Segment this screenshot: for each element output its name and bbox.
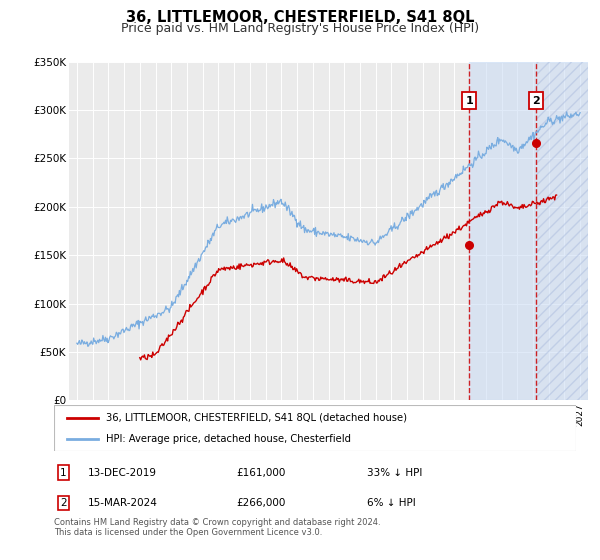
- Text: £161,000: £161,000: [236, 468, 286, 478]
- FancyBboxPatch shape: [54, 405, 576, 451]
- Text: This data is licensed under the Open Government Licence v3.0.: This data is licensed under the Open Gov…: [54, 529, 322, 538]
- Text: 1: 1: [60, 468, 67, 478]
- Text: HPI: Average price, detached house, Chesterfield: HPI: Average price, detached house, Ches…: [106, 435, 351, 444]
- Text: 36, LITTLEMOOR, CHESTERFIELD, S41 8QL: 36, LITTLEMOOR, CHESTERFIELD, S41 8QL: [126, 10, 474, 25]
- Bar: [536, 62, 588, 400]
- Text: 13-DEC-2019: 13-DEC-2019: [88, 468, 157, 478]
- Text: 2: 2: [532, 96, 540, 106]
- Text: Contains HM Land Registry data © Crown copyright and database right 2024.: Contains HM Land Registry data © Crown c…: [54, 519, 380, 528]
- Text: 2: 2: [60, 498, 67, 508]
- Text: £266,000: £266,000: [236, 498, 286, 508]
- Text: 6% ↓ HPI: 6% ↓ HPI: [367, 498, 416, 508]
- Text: 33% ↓ HPI: 33% ↓ HPI: [367, 468, 422, 478]
- Text: Price paid vs. HM Land Registry's House Price Index (HPI): Price paid vs. HM Land Registry's House …: [121, 22, 479, 35]
- Text: 36, LITTLEMOOR, CHESTERFIELD, S41 8QL (detached house): 36, LITTLEMOOR, CHESTERFIELD, S41 8QL (d…: [106, 413, 407, 423]
- Bar: [469, 62, 588, 400]
- Text: 1: 1: [466, 96, 473, 106]
- Text: 15-MAR-2024: 15-MAR-2024: [88, 498, 158, 508]
